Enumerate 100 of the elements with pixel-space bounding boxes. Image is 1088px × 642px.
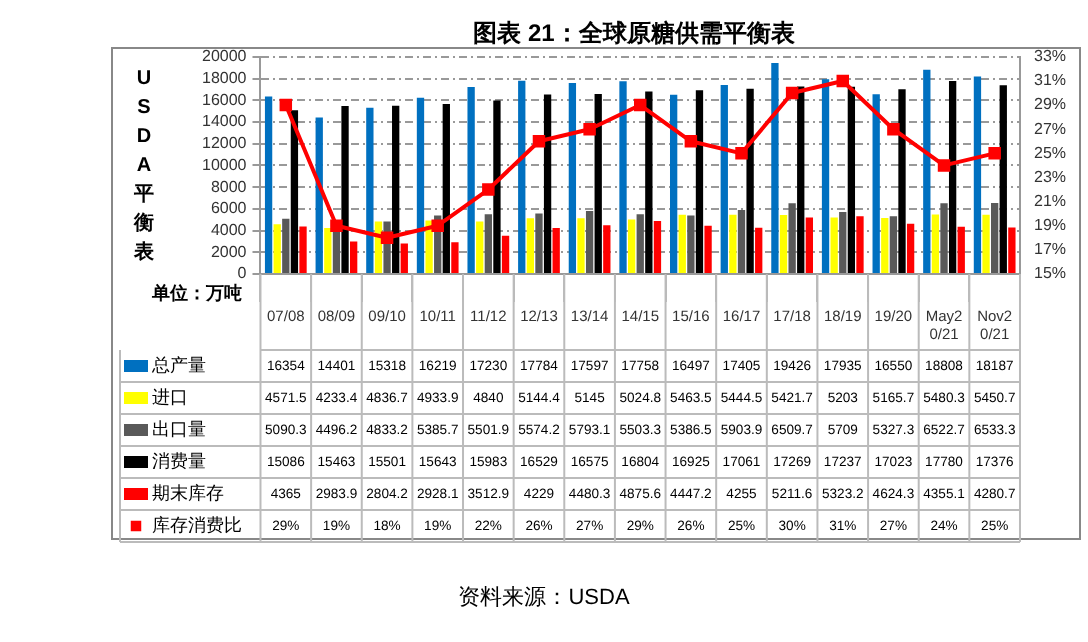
- bar: [737, 209, 746, 273]
- bar: [704, 225, 712, 273]
- y2-tick-label: 29%: [1033, 95, 1067, 114]
- point: [836, 74, 850, 88]
- bar: [720, 84, 728, 273]
- bar: [889, 216, 898, 273]
- bar: [687, 215, 695, 273]
- bar: [484, 214, 492, 273]
- y-tick-label: 14000: [201, 112, 248, 131]
- point: [330, 219, 343, 232]
- bar: [501, 235, 510, 273]
- bar: [948, 80, 957, 273]
- bar: [923, 69, 931, 273]
- bar: [299, 226, 307, 273]
- bar: [636, 214, 644, 273]
- y2-tick-label: 33%: [1033, 47, 1067, 66]
- point: [937, 159, 951, 172]
- text: 资料来源：USDA: [458, 584, 631, 611]
- y2-tick-label: 21%: [1033, 192, 1067, 211]
- bar: [341, 106, 349, 273]
- bar: [898, 89, 906, 273]
- bar: [872, 94, 880, 273]
- y2-tick-label: 17%: [1033, 240, 1067, 259]
- legend-label: 期末库存: [152, 482, 224, 503]
- bar: [543, 94, 552, 273]
- bar: [535, 213, 543, 273]
- bar: [746, 88, 754, 273]
- point: [583, 122, 596, 136]
- bar: [568, 82, 577, 273]
- y2-tick-label: 15%: [1033, 264, 1067, 283]
- bar: [451, 242, 459, 273]
- y-tick-label: 20000: [201, 47, 248, 66]
- y-tick-label: 0: [237, 264, 248, 283]
- bar: [324, 228, 332, 273]
- point: [431, 219, 444, 232]
- legend-label: 进口: [152, 386, 188, 407]
- bar: [957, 226, 965, 273]
- bar: [518, 80, 526, 273]
- bar: [400, 243, 408, 273]
- bar: [931, 214, 940, 273]
- y-tick-label: 8000: [210, 177, 248, 196]
- bar: [476, 221, 484, 273]
- y2-tick-label: 27%: [1033, 119, 1067, 138]
- point: [785, 86, 799, 100]
- bar: [847, 86, 856, 273]
- y2-tick-label: 31%: [1033, 71, 1067, 90]
- point: [887, 122, 900, 136]
- y-tick-label: 18000: [201, 68, 248, 87]
- y-tick-label: 4000: [210, 220, 248, 239]
- bar: [366, 107, 374, 273]
- bar: [729, 214, 737, 273]
- bar: [982, 214, 990, 273]
- y-tick-label: 6000: [210, 199, 248, 218]
- bar: [1008, 227, 1016, 273]
- y2-tick-label: 25%: [1033, 143, 1067, 162]
- bar: [627, 219, 636, 273]
- bar: [695, 90, 704, 273]
- y2-tick-label: 23%: [1033, 167, 1067, 186]
- bar: [585, 211, 594, 273]
- bar: [619, 81, 627, 273]
- y2-tick-label: 19%: [1033, 216, 1067, 235]
- bar: [881, 217, 889, 273]
- point: [684, 135, 698, 148]
- y-tick-label: 16000: [201, 90, 248, 109]
- bar: [830, 217, 838, 273]
- point: [988, 147, 1001, 160]
- bar: [678, 214, 686, 273]
- bar: [755, 227, 763, 273]
- y-tick-label: 12000: [201, 134, 248, 153]
- point: [279, 98, 293, 112]
- point: [735, 147, 748, 160]
- point: [380, 231, 394, 245]
- text: 单位：万吨: [150, 282, 242, 303]
- bar: [973, 76, 982, 273]
- bar: [493, 100, 501, 273]
- bar: [552, 228, 560, 273]
- bar: [577, 218, 585, 273]
- bar: [392, 105, 400, 273]
- bar: [991, 203, 999, 273]
- bar: [467, 86, 475, 273]
- bar: [594, 94, 602, 273]
- bar: [839, 212, 847, 273]
- bar: [779, 215, 788, 273]
- bar: [771, 63, 779, 273]
- bar: [603, 225, 611, 273]
- bar: [282, 218, 290, 273]
- chart-title: 图表 21：全球原糖供需平衡表: [473, 19, 797, 48]
- legend-label: 消费量: [152, 450, 206, 471]
- legend-label: 库存消费比: [152, 514, 242, 535]
- bar: [906, 223, 915, 273]
- bar: [350, 241, 358, 273]
- bar: [273, 224, 281, 273]
- y-tick-label: 2000: [210, 242, 248, 261]
- bar: [821, 79, 830, 273]
- bar: [669, 94, 678, 273]
- bar: [653, 221, 662, 273]
- bar: [856, 216, 864, 273]
- bar: [264, 96, 273, 273]
- bar: [940, 203, 948, 273]
- bar: [442, 104, 450, 273]
